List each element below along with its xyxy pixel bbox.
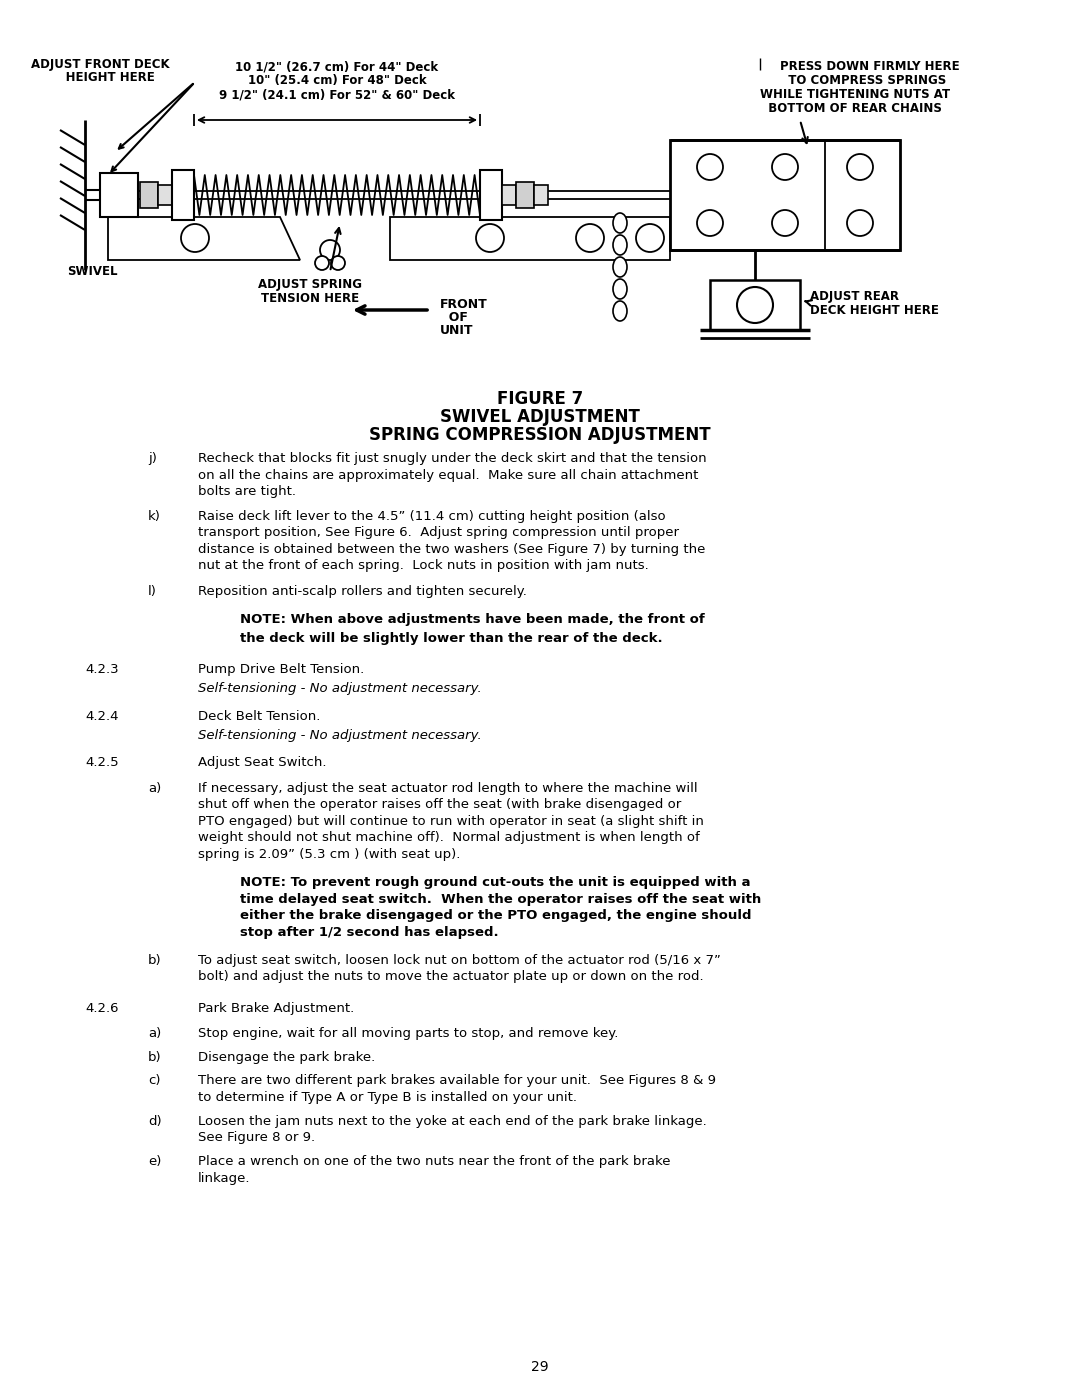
Text: a): a)	[148, 782, 161, 795]
Bar	[516, 182, 534, 208]
Text: Stop engine, wait for all moving parts to stop, and remove key.: Stop engine, wait for all moving parts t…	[198, 1027, 619, 1041]
Text: TO COMPRESS SPRINGS: TO COMPRESS SPRINGS	[780, 74, 946, 87]
Bar	[480, 170, 502, 219]
Text: b): b)	[148, 1051, 162, 1063]
Polygon shape	[390, 217, 670, 260]
Text: Deck Belt Tension.: Deck Belt Tension.	[198, 710, 321, 722]
Circle shape	[737, 286, 773, 323]
Text: the deck will be slightly lower than the rear of the deck.: the deck will be slightly lower than the…	[240, 631, 663, 645]
Text: ADJUST SPRING: ADJUST SPRING	[258, 278, 362, 291]
Text: k): k)	[148, 510, 161, 522]
Text: FRONT: FRONT	[440, 298, 488, 312]
Text: NOTE: When above adjustments have been made, the front of: NOTE: When above adjustments have been m…	[240, 612, 705, 626]
Text: a): a)	[148, 1027, 161, 1041]
Text: Self-tensioning - No adjustment necessary.: Self-tensioning - No adjustment necessar…	[198, 683, 482, 696]
Text: 9 1/2" (24.1 cm) For 52" & 60" Deck: 9 1/2" (24.1 cm) For 52" & 60" Deck	[219, 88, 455, 101]
Bar	[710, 279, 800, 330]
Circle shape	[576, 224, 604, 251]
Text: 10 1/2" (26.7 cm) For 44" Deck: 10 1/2" (26.7 cm) For 44" Deck	[235, 60, 438, 73]
Bar	[140, 182, 158, 208]
Text: Adjust Seat Switch.: Adjust Seat Switch.	[198, 756, 326, 770]
Circle shape	[772, 154, 798, 180]
Text: j): j)	[148, 453, 157, 465]
Text: There are two different park brakes available for your unit.  See Figures 8 & 9
: There are two different park brakes avai…	[198, 1074, 716, 1104]
Circle shape	[476, 224, 504, 251]
Text: Disengage the park brake.: Disengage the park brake.	[198, 1051, 375, 1063]
Circle shape	[847, 210, 873, 236]
Bar	[158, 184, 172, 205]
Text: SPRING COMPRESSION ADJUSTMENT: SPRING COMPRESSION ADJUSTMENT	[369, 426, 711, 444]
Text: Reposition anti-scalp rollers and tighten securely.: Reposition anti-scalp rollers and tighte…	[198, 585, 527, 598]
Text: If necessary, adjust the seat actuator rod length to where the machine will
shut: If necessary, adjust the seat actuator r…	[198, 782, 704, 861]
Bar	[172, 170, 194, 219]
Text: WHILE TIGHTENING NUTS AT: WHILE TIGHTENING NUTS AT	[760, 88, 950, 101]
Text: UNIT: UNIT	[440, 324, 473, 337]
Text: TENSION HERE: TENSION HERE	[261, 292, 359, 305]
Circle shape	[847, 154, 873, 180]
Circle shape	[330, 256, 345, 270]
Text: b): b)	[148, 954, 162, 967]
Text: 10" (25.4 cm) For 48" Deck: 10" (25.4 cm) For 48" Deck	[247, 74, 427, 87]
Text: SWIVEL: SWIVEL	[67, 265, 118, 278]
Polygon shape	[108, 217, 300, 260]
Ellipse shape	[613, 257, 627, 277]
Text: c): c)	[148, 1074, 161, 1087]
Text: ADJUST FRONT DECK: ADJUST FRONT DECK	[30, 59, 170, 71]
Bar	[502, 184, 516, 205]
Text: 4.2.6: 4.2.6	[85, 1002, 119, 1016]
Text: FIGURE 7: FIGURE 7	[497, 390, 583, 408]
Text: 4.2.5: 4.2.5	[85, 756, 119, 770]
Circle shape	[772, 210, 798, 236]
Text: SWIVEL ADJUSTMENT: SWIVEL ADJUSTMENT	[440, 408, 640, 426]
Text: e): e)	[148, 1155, 161, 1168]
Ellipse shape	[613, 279, 627, 299]
Ellipse shape	[613, 300, 627, 321]
Text: HEIGHT HERE: HEIGHT HERE	[45, 71, 154, 84]
Bar	[534, 184, 548, 205]
Text: Place a wrench on one of the two nuts near the front of the park brake
linkage.: Place a wrench on one of the two nuts ne…	[198, 1155, 671, 1185]
Circle shape	[315, 256, 329, 270]
Text: Self-tensioning - No adjustment necessary.: Self-tensioning - No adjustment necessar…	[198, 729, 482, 742]
Text: PRESS DOWN FIRMLY HERE: PRESS DOWN FIRMLY HERE	[780, 60, 960, 73]
Text: Raise deck lift lever to the 4.5” (11.4 cm) cutting height position (also
transp: Raise deck lift lever to the 4.5” (11.4 …	[198, 510, 705, 573]
Ellipse shape	[613, 212, 627, 233]
Circle shape	[697, 154, 723, 180]
Circle shape	[320, 240, 340, 260]
Text: d): d)	[148, 1115, 162, 1127]
Text: l): l)	[148, 585, 157, 598]
Text: OF: OF	[440, 312, 468, 324]
Circle shape	[636, 224, 664, 251]
Text: ADJUST REAR: ADJUST REAR	[810, 291, 899, 303]
Circle shape	[697, 210, 723, 236]
Text: 29: 29	[531, 1361, 549, 1375]
Text: Loosen the jam nuts next to the yoke at each end of the park brake linkage.
See : Loosen the jam nuts next to the yoke at …	[198, 1115, 706, 1144]
Text: Pump Drive Belt Tension.: Pump Drive Belt Tension.	[198, 664, 364, 676]
Text: BOTTOM OF REAR CHAINS: BOTTOM OF REAR CHAINS	[760, 102, 942, 115]
Text: 4.2.4: 4.2.4	[85, 710, 119, 722]
Text: Park Brake Adjustment.: Park Brake Adjustment.	[198, 1002, 354, 1016]
Text: To adjust seat switch, loosen lock nut on bottom of the actuator rod (5/16 x 7”
: To adjust seat switch, loosen lock nut o…	[198, 954, 720, 983]
Bar	[670, 140, 900, 250]
Text: Recheck that blocks fit just snugly under the deck skirt and that the tension
on: Recheck that blocks fit just snugly unde…	[198, 453, 706, 497]
Circle shape	[181, 224, 210, 251]
Text: 4.2.3: 4.2.3	[85, 664, 119, 676]
Text: DECK HEIGHT HERE: DECK HEIGHT HERE	[810, 305, 939, 317]
Text: NOTE: To prevent rough ground cut-outs the unit is equipped with a
time delayed : NOTE: To prevent rough ground cut-outs t…	[240, 876, 761, 939]
Ellipse shape	[613, 235, 627, 256]
Bar	[100, 173, 138, 217]
